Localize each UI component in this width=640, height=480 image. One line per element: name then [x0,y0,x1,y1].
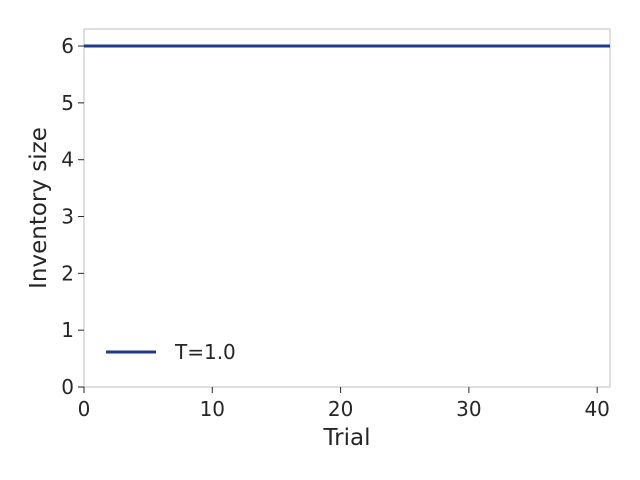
y-axis-ticks: 0 1 2 3 4 5 6 [61,34,84,399]
x-tick-label: 10 [200,397,225,421]
y-tick-label: 1 [61,318,74,342]
x-tick-label: 20 [328,397,353,421]
x-tick-label: 40 [584,397,609,421]
x-tick-label: 0 [78,397,91,421]
y-tick-label: 0 [61,375,74,399]
x-axis-label: Trial [323,425,371,451]
plot-area [83,28,611,388]
y-axis-label: Inventory size [26,127,52,289]
legend: T=1.0 [106,340,236,364]
x-tick-label: 30 [456,397,481,421]
y-tick-label: 5 [61,91,74,115]
legend-label: T=1.0 [174,340,236,364]
y-tick-label: 2 [61,261,74,285]
y-tick-label: 4 [61,148,74,172]
x-axis-ticks: 0 10 20 30 40 [78,387,610,421]
y-tick-label: 6 [61,34,74,58]
y-tick-label: 3 [61,205,74,229]
